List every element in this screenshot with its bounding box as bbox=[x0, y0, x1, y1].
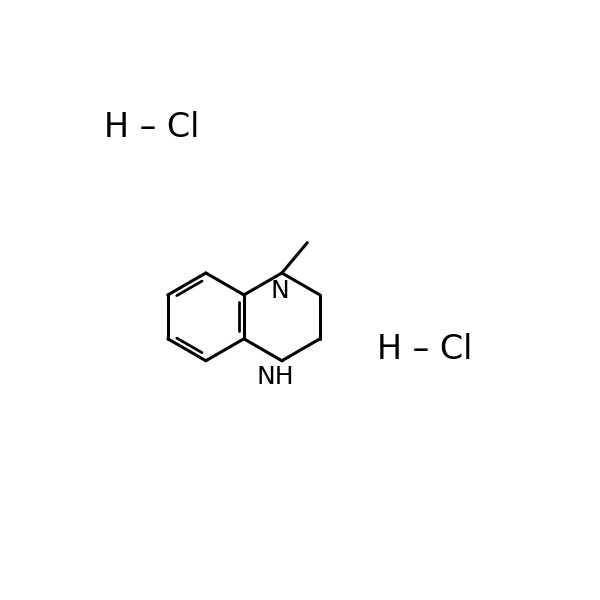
Text: H – Cl: H – Cl bbox=[377, 332, 472, 365]
Text: N: N bbox=[270, 279, 289, 303]
Text: NH: NH bbox=[256, 365, 294, 389]
Text: H – Cl: H – Cl bbox=[104, 111, 200, 144]
